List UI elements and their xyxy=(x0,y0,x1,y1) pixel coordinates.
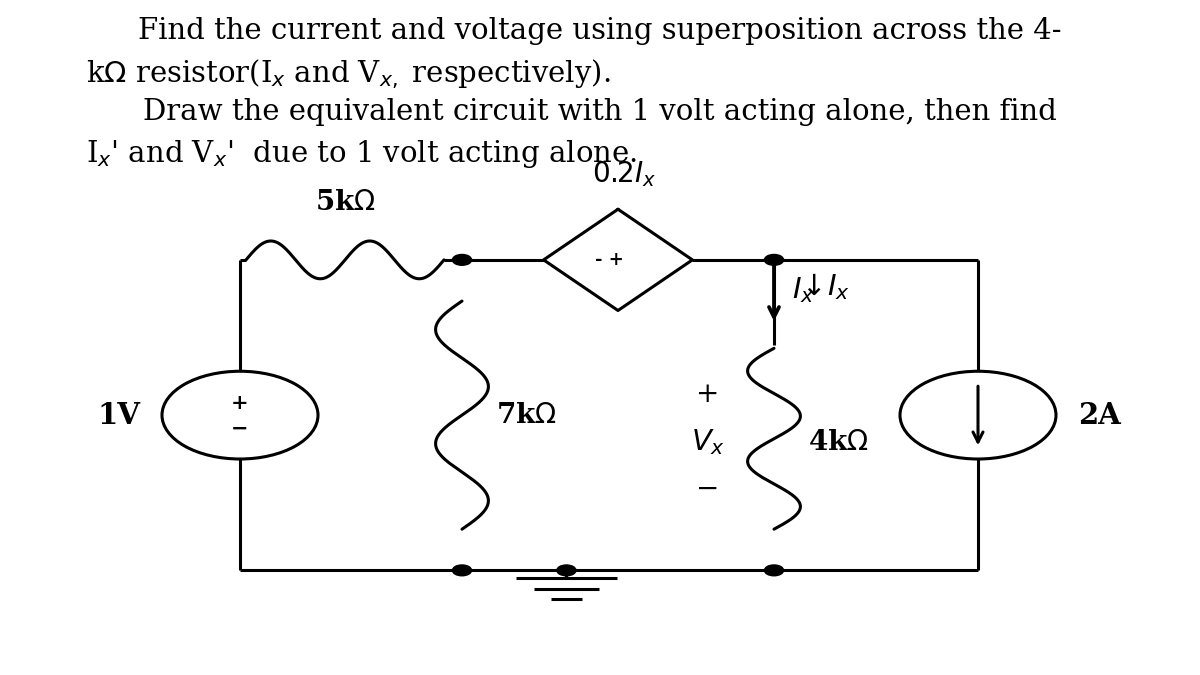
Text: 4k$\Omega$: 4k$\Omega$ xyxy=(808,429,869,456)
Text: 2A: 2A xyxy=(1078,401,1121,429)
Text: k$\Omega$ resistor(I$_x$ and V$_{x,}$ respectively).: k$\Omega$ resistor(I$_x$ and V$_{x,}$ re… xyxy=(86,57,611,91)
Text: +: + xyxy=(696,381,720,408)
Text: Draw the equivalent circuit with 1 volt acting alone, then find: Draw the equivalent circuit with 1 volt … xyxy=(143,98,1057,126)
Text: +: + xyxy=(232,393,248,413)
Circle shape xyxy=(764,254,784,265)
Text: I$_x$' and V$_x$'  due to 1 volt acting alone.: I$_x$' and V$_x$' due to 1 volt acting a… xyxy=(86,138,637,170)
Text: $\mathit{V}_x$: $\mathit{V}_x$ xyxy=(691,427,725,457)
Text: −: − xyxy=(232,418,248,439)
Text: 1V: 1V xyxy=(97,401,140,429)
Circle shape xyxy=(557,565,576,576)
Text: $\downarrow\!\mathit{I}_x$: $\downarrow\!\mathit{I}_x$ xyxy=(796,271,850,302)
Text: −: − xyxy=(696,476,720,503)
Text: 5k$\Omega$: 5k$\Omega$ xyxy=(314,189,376,216)
Circle shape xyxy=(452,565,472,576)
Circle shape xyxy=(764,565,784,576)
Text: - +: - + xyxy=(595,251,624,269)
Text: 7k$\Omega$: 7k$\Omega$ xyxy=(496,402,557,429)
Text: $I_x$: $I_x$ xyxy=(792,275,815,305)
Circle shape xyxy=(452,254,472,265)
Text: Find the current and voltage using superposition across the 4-: Find the current and voltage using super… xyxy=(138,17,1062,45)
Text: $\mathit{0.2I_x}$: $\mathit{0.2I_x}$ xyxy=(592,159,656,189)
